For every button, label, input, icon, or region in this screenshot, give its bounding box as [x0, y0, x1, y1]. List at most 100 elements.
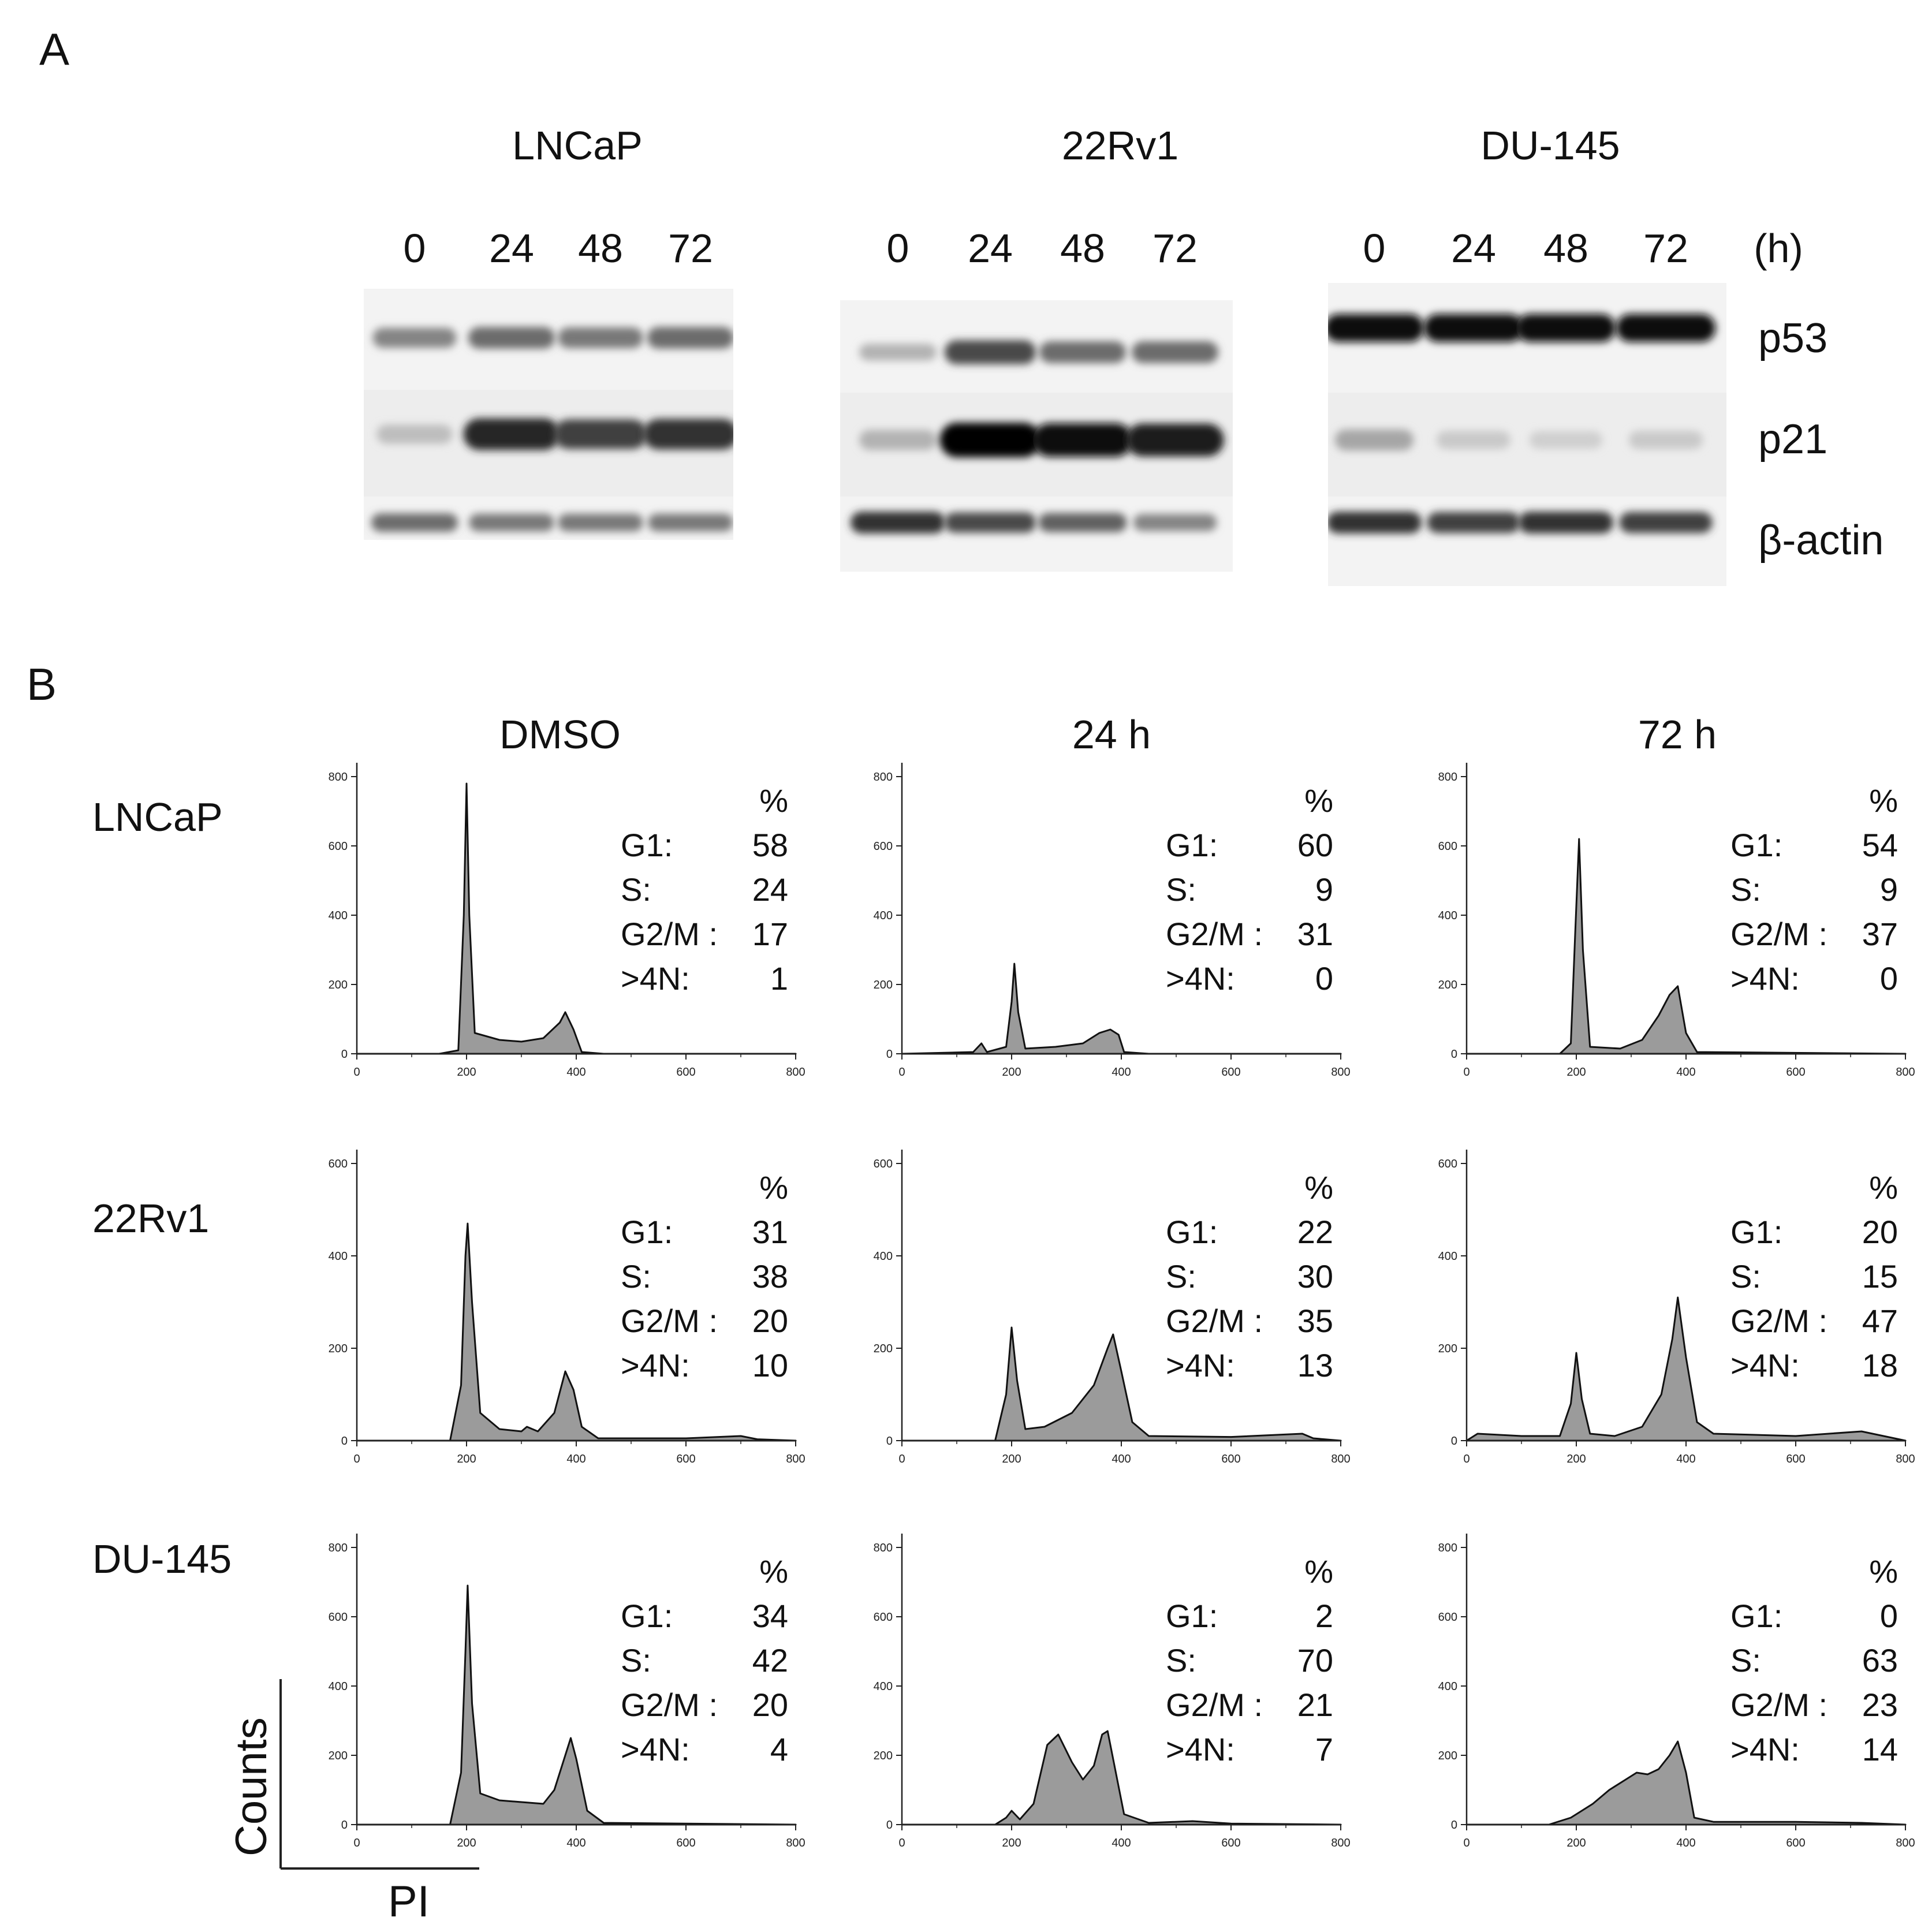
y-tick-label: 0	[886, 1819, 893, 1832]
stats-phase-value: 54	[1862, 827, 1898, 863]
stats-phase-value: 58	[752, 827, 788, 863]
histogram-area	[356, 1584, 797, 1826]
stats-phase-name: G1:	[621, 1598, 673, 1634]
x-tick-label: 0	[1463, 1837, 1469, 1849]
x-tick-label: 800	[786, 1453, 805, 1465]
x-tick-label: 0	[353, 1066, 360, 1079]
y-tick-label: 800	[874, 771, 893, 784]
histogram-22Rv1-DMSO: 0 200 400 600 0 200 400 600 800	[329, 1150, 805, 1465]
x-tick-label: 200	[1567, 1066, 1586, 1079]
histogram-LNCaP-DMSO: 0 200 400 600 800 0 200 400 600 800	[329, 763, 805, 1079]
x-tick-label: 800	[1331, 1837, 1350, 1849]
band-p21	[1032, 423, 1133, 457]
band-p53	[859, 344, 937, 361]
stats-row: G1: 60	[1166, 823, 1333, 867]
time-point-label: 48	[578, 226, 623, 271]
band-p53	[1328, 314, 1424, 342]
stats-phase-name: S:	[1166, 1642, 1196, 1679]
y-tick-label: 200	[329, 1750, 348, 1762]
x-tick-label: 400	[1676, 1453, 1695, 1465]
band-actin	[851, 512, 945, 534]
stats-phase-name: >4N:	[621, 1731, 690, 1767]
stats-percent-header: %	[759, 1553, 788, 1590]
stats-phase-name: S:	[1730, 1258, 1761, 1295]
stats-row: G1: 20	[1730, 1210, 1898, 1254]
stats-phase-name: G1:	[1166, 827, 1218, 863]
stats-phase-name: G1:	[1730, 1214, 1783, 1250]
y-tick-label: 200	[1438, 979, 1457, 991]
x-tick-label: 600	[676, 1453, 695, 1465]
cell-cycle-stats: % G1: 20 S: 15 G2/M : 47 >4N: 18	[1730, 1169, 1898, 1388]
histogram-area	[356, 1222, 797, 1442]
stats-phase-name: G2/M :	[621, 1687, 718, 1723]
stats-phase-name: G1:	[621, 1214, 673, 1250]
stats-phase-value: 70	[1297, 1642, 1333, 1679]
blot-2	[1328, 283, 1726, 586]
y-tick-label: 600	[329, 1158, 348, 1170]
stats-row: G2/M : 21	[1166, 1683, 1333, 1727]
panel-a-letter: A	[39, 24, 70, 74]
stats-phase-value: 35	[1297, 1303, 1333, 1339]
histogram-DU-145-DMSO: 0 200 400 600 800 0 200 400 600 800	[329, 1534, 805, 1849]
stats-phase-value: 38	[752, 1258, 788, 1295]
band-actin	[648, 513, 733, 532]
y-tick-label: 600	[874, 1158, 893, 1170]
x-tick-label: 0	[898, 1066, 905, 1079]
y-tick-label: 600	[329, 840, 348, 853]
stats-phase-value: 31	[752, 1214, 788, 1250]
stats-row: >4N: 14	[1730, 1727, 1898, 1771]
x-tick-label: 200	[1002, 1066, 1021, 1079]
stats-phase-value: 47	[1862, 1303, 1898, 1339]
band-p21	[376, 424, 453, 444]
band-actin	[1038, 513, 1127, 532]
band-p53	[1516, 314, 1616, 342]
band-p53	[1616, 314, 1716, 342]
histogram-area	[356, 782, 797, 1055]
band-p21	[859, 430, 937, 450]
x-tick-label: 600	[676, 1837, 695, 1849]
band-p21	[1529, 431, 1603, 449]
stats-phase-value: 30	[1297, 1258, 1333, 1295]
stats-phase-name: G1:	[1166, 1214, 1218, 1250]
stats-row: S: 30	[1166, 1254, 1333, 1299]
stats-row: S: 9	[1730, 867, 1898, 912]
stats-row: G2/M : 31	[1166, 912, 1333, 956]
stats-phase-value: 9	[1879, 871, 1898, 908]
band-p53	[1423, 314, 1524, 342]
stats-row: >4N: 13	[1166, 1343, 1333, 1388]
blot-strip-background	[1328, 497, 1726, 586]
y-tick-label: 800	[329, 1542, 348, 1554]
time-point-label: 24	[1451, 226, 1496, 271]
cell-cycle-stats: % G1: 54 S: 9 G2/M : 37 >4N: 0	[1730, 782, 1898, 1001]
y-tick-label: 800	[1438, 771, 1457, 784]
cell-cycle-stats: % G1: 22 S: 30 G2/M : 35 >4N: 13	[1166, 1169, 1333, 1388]
x-tick-label: 400	[566, 1837, 585, 1849]
y-tick-label: 0	[341, 1435, 348, 1448]
cell-cycle-stats: % G1: 58 S: 24 G2/M : 17 >4N: 1	[621, 782, 788, 1001]
x-tick-label: 600	[1221, 1066, 1240, 1079]
stats-phase-name: S:	[621, 871, 651, 908]
band-p21	[1628, 431, 1703, 449]
band-p53	[372, 327, 457, 348]
stats-phase-name: >4N:	[1166, 960, 1235, 997]
band-actin	[1328, 512, 1422, 534]
stats-phase-value: 23	[1862, 1687, 1898, 1723]
y-tick-label: 600	[1438, 1158, 1457, 1170]
stats-phase-value: 7	[1315, 1731, 1333, 1767]
stats-phase-name: S:	[1166, 1258, 1196, 1295]
x-tick-label: 800	[1896, 1066, 1915, 1079]
stats-phase-name: >4N:	[621, 1347, 690, 1383]
x-tick-label: 200	[1002, 1837, 1021, 1849]
stats-row: S: 15	[1730, 1254, 1898, 1299]
y-tick-label: 0	[886, 1048, 893, 1061]
stats-percent-header: %	[1304, 1553, 1333, 1590]
x-tick-label: 400	[1676, 1837, 1695, 1849]
stats-phase-name: G2/M :	[1166, 1687, 1263, 1723]
stats-phase-value: 20	[1862, 1214, 1898, 1250]
stats-phase-value: 0	[1879, 1598, 1898, 1634]
stats-phase-name: S:	[621, 1642, 651, 1679]
stats-phase-value: 20	[752, 1687, 788, 1723]
stats-percent-header: %	[1869, 782, 1898, 819]
x-tick-label: 600	[676, 1066, 695, 1079]
col-title-24h: 24 h	[1072, 712, 1151, 757]
